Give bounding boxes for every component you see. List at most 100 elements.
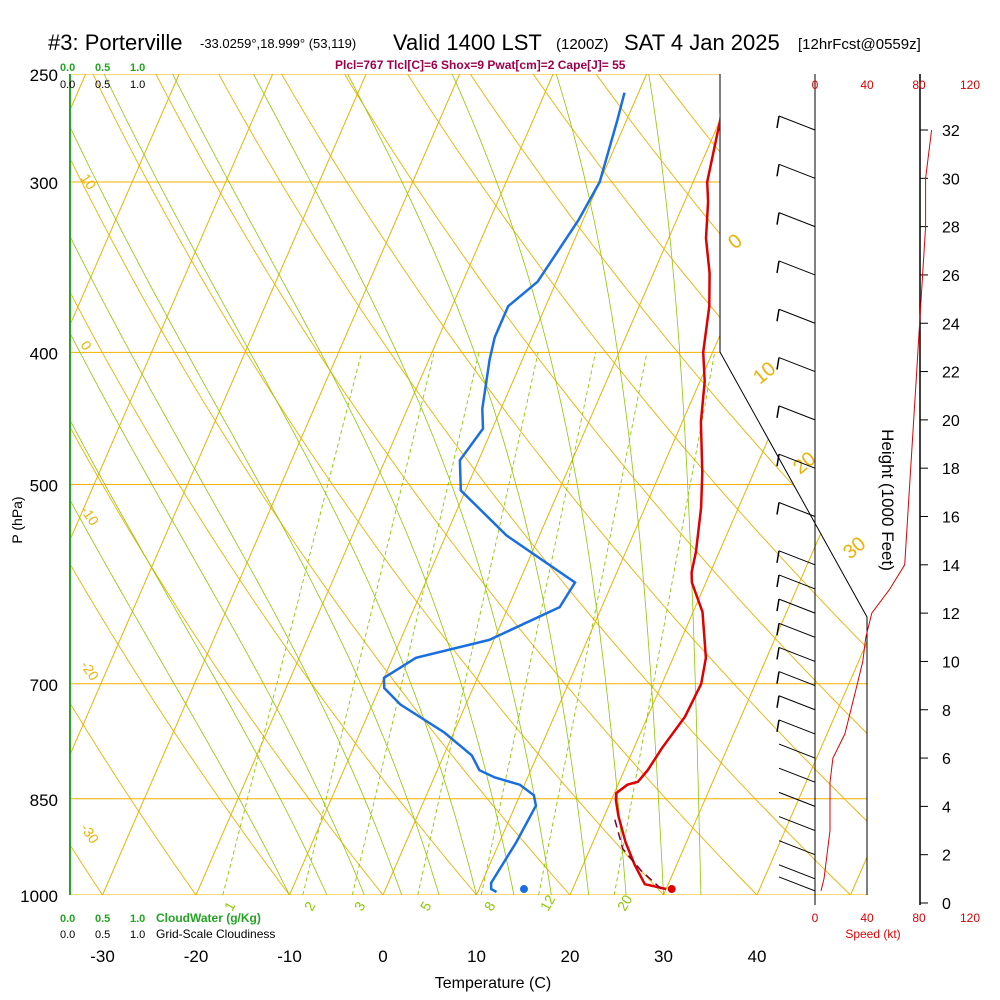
wind-barb	[778, 743, 816, 759]
height-tick-label: 28	[942, 220, 960, 237]
cloudwater-label: CloudWater (g/Kg)	[156, 911, 261, 925]
height-tick-label: 16	[942, 510, 960, 527]
cloudwater-tick-0: 0.0	[60, 62, 75, 74]
mixing-ratio-label: 20	[614, 892, 636, 914]
height-tick-label: 26	[942, 268, 960, 285]
wind-barb	[778, 791, 816, 807]
dry-adiabat-line	[847, 74, 867, 895]
x-tick-label: 0	[378, 947, 387, 966]
wind-barb-flag	[776, 502, 780, 515]
wind-barb	[776, 574, 816, 590]
mixing-ratio-label: 3	[351, 899, 369, 914]
speed-tick-label-bottom: 120	[960, 911, 980, 925]
x-tick-label: 10	[467, 947, 486, 966]
station-coords: -33.0259°,18.999° (53,119)	[200, 36, 356, 51]
wind-barb-flag	[776, 671, 780, 684]
wind-barb	[776, 357, 816, 373]
cloudiness-tick-bottom-2: 1.0	[130, 929, 145, 941]
mixing-ratio-label: 5	[417, 899, 435, 914]
dry-adiabat-line	[70, 74, 571, 895]
isotherm-line	[382, 74, 741, 895]
wind-barb-shaft	[778, 743, 816, 759]
height-tick-label: 24	[942, 316, 960, 333]
cloudwater-tick-bottom-2: 1.0	[130, 913, 145, 925]
pressure-tick-label: 700	[30, 676, 58, 695]
wind-barb	[776, 453, 816, 469]
dry-adiabat-label: 30	[839, 533, 870, 564]
dry-adiabat-line	[532, 74, 867, 895]
height-tick-label: 30	[942, 171, 960, 188]
valid-date: SAT 4 Jan 2025	[624, 30, 780, 55]
wind-barb-shaft	[778, 163, 816, 179]
height-axis-title: Height (1000 Feet)	[878, 429, 897, 571]
moist-adiabat-line	[70, 74, 328, 895]
dry-adiabat-line	[70, 74, 197, 895]
speed-tick-label-top: 40	[860, 78, 874, 92]
wind-barb-shaft	[778, 864, 816, 880]
wind-barb-flag	[776, 574, 780, 588]
x-tick-label: 20	[561, 947, 580, 966]
cloudiness-tick-bottom-0: 0.0	[60, 929, 75, 941]
wind-barb-shaft	[778, 357, 816, 373]
wind-barb-flag	[776, 695, 780, 708]
wind-barb-shaft	[778, 574, 816, 590]
isotherm-label: 0	[78, 338, 96, 354]
height-tick-label: 8	[942, 703, 951, 720]
wind-barb-shaft	[778, 405, 816, 421]
cloudwater-tick-bottom-0: 0.0	[60, 913, 75, 925]
surface-dewpoint-marker	[519, 885, 528, 894]
dry-adiabat-line	[218, 74, 851, 895]
x-tick-label: 40	[748, 947, 767, 966]
station-title: #3: Porterville	[48, 30, 183, 55]
mixing-ratio-line	[538, 352, 648, 895]
height-tick-label: 6	[942, 751, 951, 768]
cloudwater-tick-2: 1.0	[130, 62, 145, 74]
cloudwater-tick-1: 0.5	[95, 62, 110, 74]
dry-adiabat-line	[70, 74, 477, 895]
valid-time: Valid 1400 LST	[393, 30, 542, 55]
wind-barb-flag	[776, 164, 780, 177]
moist-adiabat-line	[172, 74, 515, 895]
x-tick-label: -10	[277, 947, 302, 966]
plot-frame	[69, 74, 921, 905]
cloudiness-tick-2: 1.0	[130, 79, 145, 91]
height-tick-label: 20	[942, 413, 960, 430]
height-tick-label: 2	[942, 848, 951, 865]
wind-barb-shaft	[778, 115, 816, 131]
wind-barb-shaft	[778, 212, 816, 228]
moist-adiabat-line	[70, 74, 440, 895]
height-tick-label: 22	[942, 365, 960, 382]
mixing-ratio-line	[302, 352, 435, 895]
dry-adiabat-line	[0, 74, 9, 895]
dry-adiabat-line	[70, 74, 290, 895]
wind-barb-flag	[776, 647, 780, 660]
dry-adiabat-line	[281, 74, 867, 895]
wind-barb	[776, 260, 816, 276]
moist-adiabat-line	[70, 74, 290, 895]
wind-barb-flag	[776, 115, 780, 129]
wind-barb	[776, 502, 816, 517]
mixing-ratio-line	[351, 352, 480, 895]
wind-barb	[778, 840, 816, 856]
height-tick-label: 4	[942, 799, 951, 816]
dry-adiabat-label: 20	[789, 448, 820, 479]
x-tick-label: 30	[654, 947, 673, 966]
height-tick-label: 10	[942, 654, 960, 671]
isotherm-label: 10	[78, 171, 100, 193]
wind-barb-shaft	[778, 791, 816, 807]
isotherm-label: -20	[78, 658, 103, 684]
pressure-tick-label: 250	[30, 66, 58, 85]
cloudiness-tick-1: 0.5	[95, 79, 110, 91]
wind-barb	[776, 695, 816, 711]
series-parcel-line	[613, 815, 662, 890]
wind-barb-shaft	[778, 876, 816, 892]
mixing-ratio-label: 2	[301, 899, 319, 914]
series-temperature-line	[614, 111, 720, 891]
pressure-tick-label: 1000	[20, 887, 58, 906]
wind-barb-shaft	[778, 502, 816, 517]
wind-barb-flag	[776, 550, 780, 563]
speed-tick-label-bottom: 40	[860, 911, 874, 925]
wind-barb-shaft	[778, 646, 816, 662]
mixing-ratio-line	[417, 352, 539, 895]
wind-barb	[776, 646, 816, 662]
